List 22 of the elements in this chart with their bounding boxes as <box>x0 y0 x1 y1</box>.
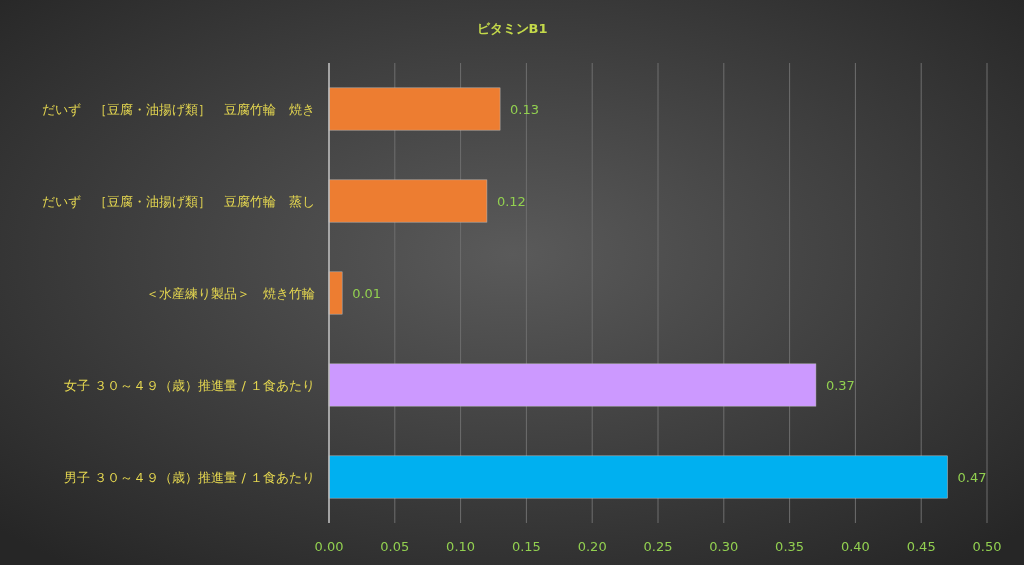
data-label: 0.12 <box>496 194 526 209</box>
x-tick-label: 0.50 <box>972 539 1002 554</box>
x-tick-label: 0.10 <box>446 539 476 554</box>
x-tick-label: 0.05 <box>380 539 410 554</box>
x-tick-label: 0.15 <box>511 539 541 554</box>
x-tick-label: 0.35 <box>775 539 805 554</box>
data-label: 0.13 <box>510 102 540 117</box>
y-tick-label: ＜水産練り製品＞ 焼き竹輪 <box>146 286 315 301</box>
y-tick-label: 女子 ３０～４９（歳）推進量 / １食あたり <box>64 378 315 393</box>
chart-title: ビタミンB1 <box>476 21 548 36</box>
x-tick-label: 0.25 <box>643 539 673 554</box>
x-tick-label: 0.20 <box>577 539 607 554</box>
y-tick-label: 男子 ３０～４９（歳）推進量 / １食あたり <box>64 470 315 485</box>
y-tick-label: だいず ［豆腐・油揚げ類］ 豆腐竹輪 蒸し <box>42 194 315 209</box>
x-tick-label: 0.00 <box>314 539 344 554</box>
x-tick-label: 0.40 <box>840 539 870 554</box>
data-label: 0.37 <box>825 378 855 393</box>
y-tick-label: だいず ［豆腐・油揚げ類］ 豆腐竹輪 焼き <box>42 102 315 117</box>
data-label: 0.01 <box>352 286 382 301</box>
x-tick-label: 0.45 <box>906 539 936 554</box>
data-label: 0.47 <box>957 470 987 485</box>
x-tick-label: 0.30 <box>709 539 739 554</box>
